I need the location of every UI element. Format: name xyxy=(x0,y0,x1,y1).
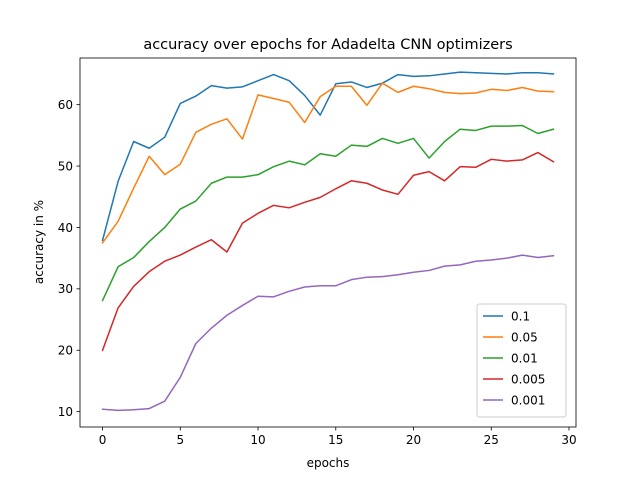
x-axis-ticks: 0 5 10 15 20 25 30 xyxy=(99,427,577,447)
x-axis-label: epochs xyxy=(307,456,350,470)
legend-label-3: 0.005 xyxy=(511,372,545,386)
y-tick-label: 10 xyxy=(58,405,73,419)
legend-label-1: 0.05 xyxy=(511,330,538,344)
x-tick-label: 20 xyxy=(406,433,421,447)
legend-box xyxy=(476,303,567,418)
legend-label-2: 0.01 xyxy=(511,351,538,365)
y-tick-label: 30 xyxy=(58,282,73,296)
y-tick-label: 40 xyxy=(58,221,73,235)
y-axis-label: accuracy in % xyxy=(32,200,46,284)
y-tick-label: 60 xyxy=(58,98,73,112)
x-tick-label: 25 xyxy=(484,433,499,447)
plot-frame xyxy=(79,57,577,428)
x-tick-label: 0 xyxy=(99,433,107,447)
y-tick-label: 20 xyxy=(58,344,73,358)
series-lines xyxy=(101,71,555,412)
x-tick-label: 5 xyxy=(176,433,184,447)
legend-label-4: 0.001 xyxy=(511,393,545,407)
legend: 0.1 0.05 0.01 0.005 0.001 xyxy=(476,303,567,418)
series-line-1 xyxy=(101,82,555,244)
legend-label-0: 0.1 xyxy=(511,309,530,323)
y-tick-label: 50 xyxy=(58,159,73,173)
x-tick-label: 30 xyxy=(561,433,576,447)
chart-title: accuracy over epochs for Adadelta CNN op… xyxy=(143,37,512,53)
series-line-0 xyxy=(101,71,555,242)
y-axis-ticks: 10 20 30 40 50 60 xyxy=(58,98,80,419)
x-tick-label: 10 xyxy=(250,433,265,447)
x-tick-label: 15 xyxy=(328,433,343,447)
series-line-3 xyxy=(101,151,555,352)
series-line-4 xyxy=(101,254,555,412)
series-line-2 xyxy=(101,124,555,302)
